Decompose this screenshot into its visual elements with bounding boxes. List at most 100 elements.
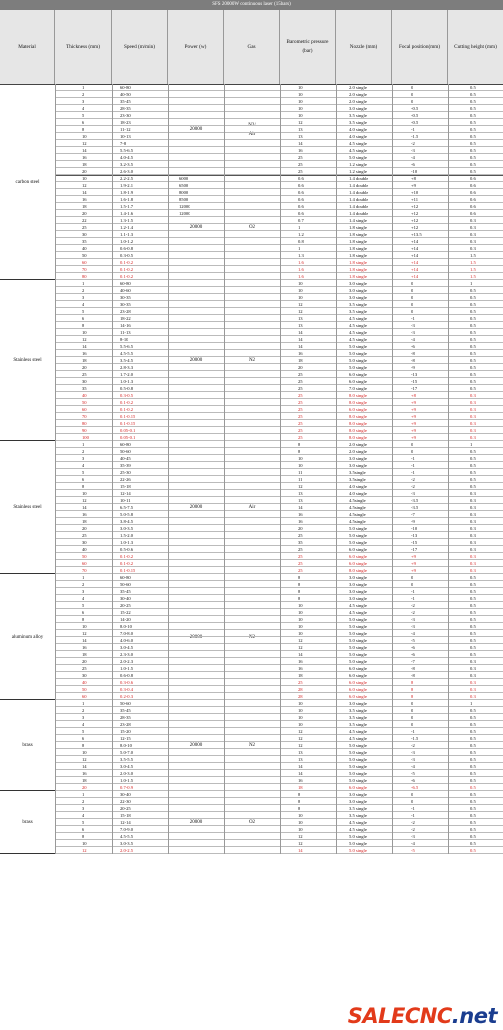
cell-speed: 0.3-0.6 xyxy=(120,680,134,685)
table-row: 16 4.5-5.5 16 5.0 single -8 0.5 xyxy=(55,350,503,357)
cell-nozzle: 3.0 single xyxy=(349,792,367,797)
cell-pressure: 0.8 xyxy=(298,239,304,244)
cell-pressure: 12 xyxy=(298,841,303,846)
cell-speed: 0.3-0.5 xyxy=(120,253,134,258)
table-row: 6 18-23 12 3.5 single -0.5 0.5 xyxy=(55,119,503,126)
cell-speed: 3.0-3.5 xyxy=(120,526,134,531)
cell-thickness: 14 xyxy=(82,344,87,349)
cell-pressure: 25 xyxy=(298,428,303,433)
cell-thickness: 12 xyxy=(82,337,87,342)
cell-thickness: 25 xyxy=(82,372,87,377)
cell-focal: -4 xyxy=(411,841,415,846)
cell-speed: 1.5-2.0 xyxy=(120,533,134,538)
cell-thickness: 8 xyxy=(82,323,85,328)
cell-speed: 23-28 xyxy=(120,722,131,727)
cell-nozzle: 5.0 single xyxy=(349,750,367,755)
table-row: 70 0.1-0.2 1.6 1.8 single +14 1.5 xyxy=(55,266,503,273)
cell-pressure: 0.6 xyxy=(298,176,304,181)
column-divider xyxy=(336,84,337,854)
cell-speed: 2.0-2.3 xyxy=(120,659,134,664)
gas-value: Air xyxy=(248,505,256,510)
cell-thickness: 14 xyxy=(82,764,87,769)
cell-thickness: 16 xyxy=(82,351,87,356)
cell-thickness: 5 xyxy=(82,603,85,608)
cell-thickness: 14 xyxy=(82,638,87,643)
cell-speed: 0.1-0.15 xyxy=(120,421,136,426)
cell-height: 0.5 xyxy=(470,141,476,146)
cell-focal: 0 xyxy=(411,295,414,300)
cell-pressure: 35 xyxy=(298,540,303,545)
cell-height: 0.5 xyxy=(470,169,476,174)
table-row: 18 1.5-1.7 12000 0.6 1.4 double +12 0.6 xyxy=(55,203,503,210)
table-row: 20 3.0-3.5 20 5.0 single -10 0.3 xyxy=(55,525,503,532)
cell-speed: 0.6-0.8 xyxy=(120,673,134,678)
cell-pressure: 10 xyxy=(298,624,303,629)
cell-focal: -4 xyxy=(411,337,415,342)
cell-height: 0.5 xyxy=(470,456,476,461)
cell-pressure: 10 xyxy=(298,85,303,90)
cell-nozzle: 1.8 single xyxy=(349,267,367,272)
cell-focal: 0 xyxy=(411,708,414,713)
table-row: 12 10-11 13 4.5single -3.5 0.3 xyxy=(55,497,503,504)
cell-speed: 0.1-0.2 xyxy=(120,407,134,412)
cell-pressure: 18 xyxy=(298,673,303,678)
cell-speed: 10-11 xyxy=(120,498,131,503)
cell-focal: +11 xyxy=(411,197,419,202)
cell-pressure: 16 xyxy=(298,512,303,517)
cell-pressure: 10 xyxy=(298,722,303,727)
cell-focal: -6.5 xyxy=(411,785,419,790)
cell-focal: +8 xyxy=(411,176,416,181)
cell-nozzle: 5.0 single xyxy=(349,540,367,545)
cell-nozzle: 5.0 single xyxy=(349,834,367,839)
cell-pressure: 28 xyxy=(298,694,303,699)
cell-speed: 40-45 xyxy=(120,456,131,461)
cell-height: 0.5 xyxy=(470,358,476,363)
cell-nozzle: 5.0 single xyxy=(349,638,367,643)
cell-thickness: 5 xyxy=(82,470,85,475)
cell-focal: -4 xyxy=(411,764,415,769)
cell-focal: -13 xyxy=(411,372,418,377)
cell-height: 0.3 xyxy=(470,400,476,405)
table-row: 3 28-35 10 3.5 single 0 0.5 xyxy=(55,714,503,721)
table-row: 40 0.6-0.8 1 1.8 single +14 0.3 xyxy=(55,245,503,252)
table-row: 8 14-20 10 5.0 single -3 0.5 xyxy=(55,616,503,623)
cell-nozzle: 4.5 single xyxy=(349,610,367,615)
cell-speed: 1.4-1.6 xyxy=(120,211,134,216)
cell-pressure: 13 xyxy=(298,316,303,321)
table-row: 18 2.3-3.0 14 5.0 single -6 0.5 xyxy=(55,651,503,658)
cell-pressure: 0.6 xyxy=(298,183,304,188)
cell-thickness: 18 xyxy=(82,652,87,657)
cell-focal: 8 xyxy=(411,694,414,699)
cell-height: 1.5 xyxy=(470,267,476,272)
cell-pressure: 10 xyxy=(298,701,303,706)
table-row: 5 23-30 10 3.5 single -0.5 0.5 xyxy=(55,112,503,119)
cell-height: 0.5 xyxy=(470,85,476,90)
table-row: 10 11-13 14 4.5 single -3 0.5 xyxy=(55,329,503,336)
cell-height: 0.5 xyxy=(470,792,476,797)
cell-pressure: 25 xyxy=(298,407,303,412)
power-value: 20000 xyxy=(189,358,203,363)
cell-nozzle: 6.0 single xyxy=(349,785,367,790)
material-label: brass xyxy=(22,820,33,825)
cell-thickness: 3 xyxy=(82,806,85,811)
cell-thickness: 50 xyxy=(82,400,87,405)
cell-nozzle: 3.0 single xyxy=(349,106,367,111)
cell-pressure: 25 xyxy=(298,561,303,566)
cell-nozzle: 6.0 single xyxy=(349,379,367,384)
cell-pressure: 25 xyxy=(298,162,303,167)
cell-nozzle: 5.0 single xyxy=(349,771,367,776)
cell-height: 0.6 xyxy=(470,183,476,188)
cell-pressure: 14 xyxy=(298,764,303,769)
cell-thickness: 8 xyxy=(82,617,85,622)
cell-nozzle: 1.4 double xyxy=(349,190,369,195)
cell-speed: 35-45 xyxy=(120,708,131,713)
cell-thickness: 20 xyxy=(82,169,87,174)
cell-pressure: 10 xyxy=(298,456,303,461)
power-value: 20000 xyxy=(189,505,203,510)
table-row: 22 1.3-1.5 0.7 1.4 single +12 0.3 xyxy=(55,217,503,224)
cell-thickness: 6 xyxy=(82,736,85,741)
table-row: 1 30-40 8 3.0 single 0 0.5 xyxy=(55,791,503,798)
cell-speed: 12-15 xyxy=(120,736,131,741)
cell-thickness: 12 xyxy=(82,498,87,503)
cell-thickness: 22 xyxy=(82,218,87,223)
